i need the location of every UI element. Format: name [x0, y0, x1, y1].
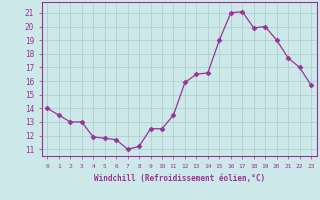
X-axis label: Windchill (Refroidissement éolien,°C): Windchill (Refroidissement éolien,°C)	[94, 174, 265, 183]
